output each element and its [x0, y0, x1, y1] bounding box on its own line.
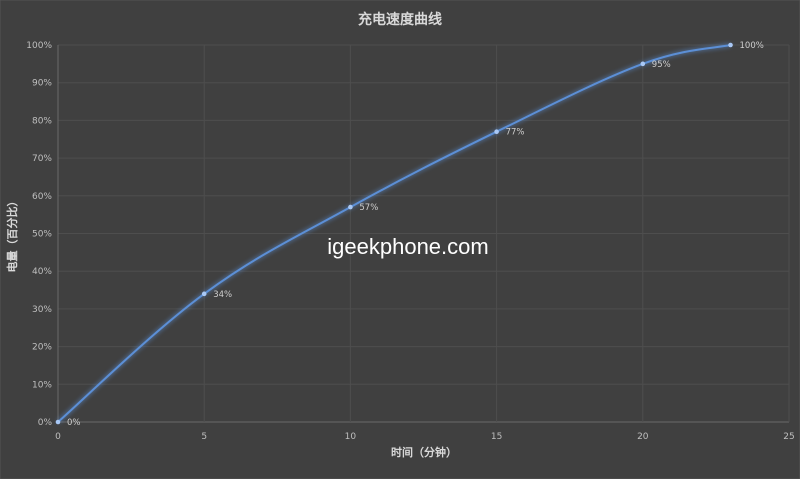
- y-tick-label: 40%: [32, 267, 52, 277]
- data-points: 0% 34% 57% 77% 95% 100%: [55, 41, 764, 428]
- y-tick-label: 10%: [32, 380, 52, 390]
- data-label: 34%: [213, 290, 232, 300]
- x-tick-label: 0: [55, 432, 61, 442]
- y-tick-label: 100%: [26, 41, 52, 51]
- data-label: 77%: [506, 128, 525, 138]
- x-tick-label: 5: [201, 432, 207, 442]
- y-tick-label: 0%: [38, 418, 53, 428]
- x-tick-label: 25: [783, 432, 794, 442]
- y-tick-label: 70%: [32, 154, 52, 164]
- data-point: [201, 291, 207, 297]
- data-point: [640, 61, 646, 67]
- data-point: [494, 129, 499, 135]
- y-tick-label: 80%: [32, 116, 52, 126]
- x-tick-label: 10: [345, 432, 357, 442]
- x-tick-label: 15: [491, 432, 502, 442]
- y-axis-label: 电量（百分比）: [5, 196, 19, 273]
- x-tick-label: 20: [637, 432, 649, 442]
- data-point: [55, 419, 61, 425]
- y-tick-label: 50%: [32, 230, 52, 240]
- tick-labels: 0% 10% 20% 30% 40% 50% 60% 70% 80% 90% 100% 0 5 10 15 2…: [26, 41, 794, 442]
- x-axis-label: 时间（分钟）: [391, 445, 457, 459]
- data-label: 0%: [67, 418, 81, 428]
- watermark: igeekphone.com: [327, 234, 488, 259]
- y-tick-label: 30%: [32, 305, 52, 315]
- data-point: [728, 42, 733, 48]
- y-tick-label: 90%: [32, 79, 52, 89]
- data-label: 95%: [652, 60, 671, 70]
- data-point: [348, 204, 353, 210]
- y-tick-label: 60%: [32, 192, 52, 202]
- chart-title: 充电速度曲线: [358, 11, 442, 28]
- y-tick-label: 20%: [32, 343, 52, 353]
- data-label: 100%: [740, 41, 764, 51]
- data-label: 57%: [359, 203, 378, 213]
- grid: [57, 44, 790, 423]
